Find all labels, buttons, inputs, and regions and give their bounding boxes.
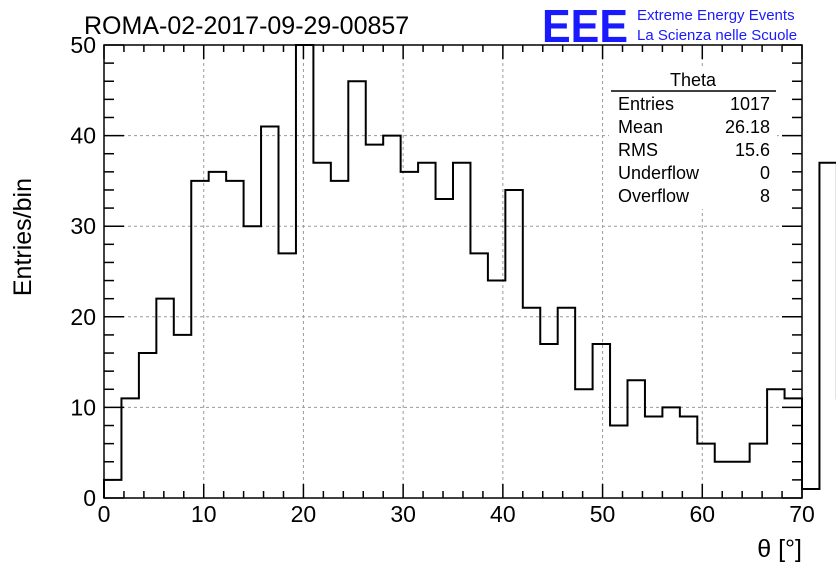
histogram-bin [226, 181, 243, 498]
grid-lines [104, 45, 802, 498]
stats-row-label: RMS [618, 140, 658, 160]
y-axis-label: Entries/bin [9, 178, 37, 296]
histogram-bin [209, 172, 226, 498]
histogram-bin [732, 462, 749, 498]
histogram-bin [313, 163, 330, 498]
histogram-bin [767, 389, 784, 498]
stats-box-title: Theta [670, 70, 717, 90]
stats-row-value: 8 [760, 186, 770, 206]
stats-row-value: 15.6 [735, 140, 770, 160]
eee-logo-text: EEE [542, 0, 628, 52]
histogram-bin [558, 308, 575, 498]
histogram-bin [279, 253, 296, 498]
x-tick-label: 40 [490, 501, 516, 527]
histogram-bin [121, 398, 138, 498]
histogram-bin [628, 380, 645, 498]
histogram-bin [139, 353, 156, 498]
histogram-bin [244, 226, 261, 498]
x-tick-labels: 0 10 20 30 40 50 60 70 [98, 501, 815, 527]
histogram-bin [296, 45, 313, 498]
stats-row-label: Overflow [618, 186, 690, 206]
y-tick-label: 40 [70, 123, 96, 149]
histogram-bin [104, 480, 121, 498]
histogram-bin [540, 344, 557, 498]
stats-row-label: Underflow [618, 163, 700, 183]
x-tick-label: 0 [98, 501, 111, 527]
stats-row-label: Mean [618, 117, 663, 137]
brand-line-2: La Scienza nelle Scuole [637, 27, 797, 44]
y-tick-labels: 0 10 20 30 40 50 [70, 32, 96, 511]
histogram-bin [348, 81, 365, 498]
stats-row-value: 1017 [730, 94, 770, 114]
histogram-bin [750, 444, 767, 498]
y-tick-label: 10 [70, 394, 96, 420]
histogram-bin [418, 163, 435, 498]
x-tick-label: 70 [789, 501, 815, 527]
chart-title: ROMA-02-2017-09-29-00857 [84, 12, 409, 40]
histogram-bin [697, 444, 714, 498]
stats-box: Theta Entries 1017 Mean 26.18 RMS 15.6 Underfl… [609, 67, 777, 209]
histogram-bin [453, 163, 470, 498]
stats-row-value: 26.18 [725, 117, 770, 137]
histogram-bin [523, 308, 540, 498]
histogram-bin [610, 426, 627, 498]
histogram-bin [802, 489, 819, 498]
x-tick-label: 60 [689, 501, 715, 527]
histogram-bin [662, 407, 679, 498]
eee-logo: EEE Extreme Energy Events La Scienza nel… [542, 0, 797, 52]
histogram-bin [470, 253, 487, 498]
histogram-bin [366, 145, 383, 498]
histogram-bin [593, 344, 610, 498]
stats-rows: Entries 1017 Mean 26.18 RMS 15.6 Underflow 0 Ove… [618, 94, 770, 206]
histogram-bin [488, 281, 505, 498]
histogram-bin [174, 335, 191, 498]
histogram-bin [383, 136, 400, 498]
histogram-bin [680, 416, 697, 498]
histogram-bin [436, 199, 453, 498]
histogram-bin [715, 462, 732, 498]
histogram-bin [505, 190, 522, 498]
histogram-outline [103, 44, 836, 498]
histogram-bin [645, 416, 662, 498]
axis-ticks [103, 44, 803, 499]
stats-row-label: Entries [618, 94, 674, 114]
x-axis-label: θ [°] [757, 535, 802, 563]
histogram-bin [191, 181, 208, 498]
histogram-bin [261, 127, 278, 498]
y-tick-label: 20 [70, 304, 96, 330]
y-tick-label: 50 [70, 32, 96, 58]
x-tick-label: 10 [191, 501, 217, 527]
y-tick-label: 30 [70, 213, 96, 239]
histogram-bin [401, 172, 418, 498]
histogram-bin [785, 398, 802, 498]
histogram-bin [575, 389, 592, 498]
stats-row-value: 0 [760, 163, 770, 183]
histogram-bin [331, 181, 348, 498]
x-tick-label: 50 [590, 501, 616, 527]
brand-line-1: Extreme Energy Events [637, 7, 795, 24]
x-tick-label: 20 [291, 501, 317, 527]
x-tick-label: 30 [390, 501, 416, 527]
plot-frame [103, 44, 803, 499]
histogram-bin [156, 299, 173, 498]
y-tick-label: 0 [83, 485, 96, 511]
histogram-bin [819, 163, 836, 498]
